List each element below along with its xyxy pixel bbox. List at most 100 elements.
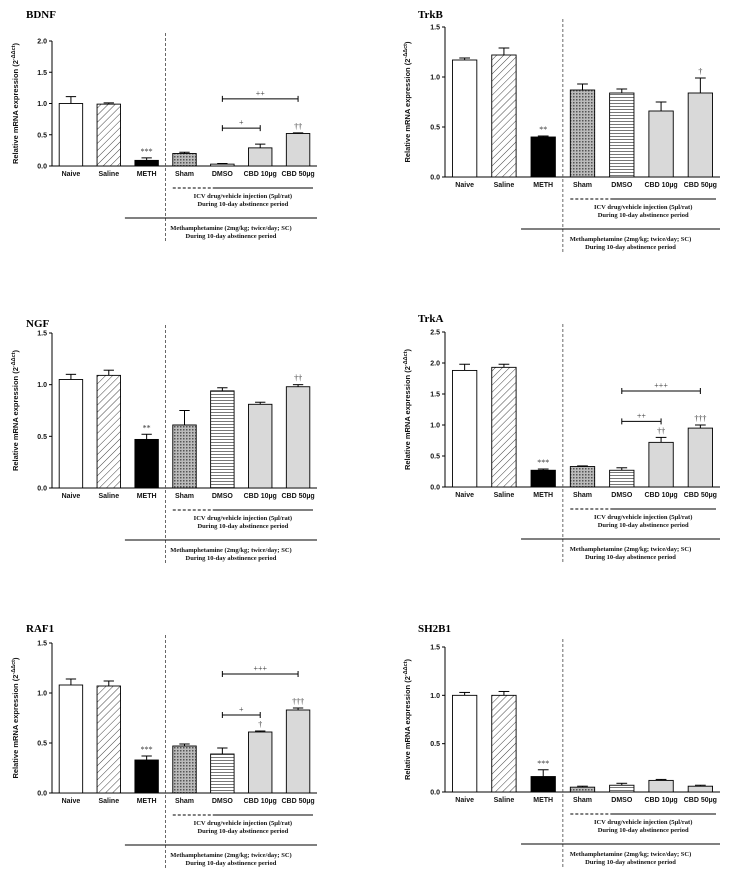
comparison-label: + [239, 705, 244, 714]
x-tick-label: Sham [573, 492, 592, 499]
x-tick-label: Saline [494, 182, 515, 189]
bar-cbd-10-g [248, 403, 273, 489]
bar-meth [530, 136, 556, 178]
chart-title: RAF1 [26, 623, 54, 635]
meth-note: During 10-day abstinence period [186, 233, 277, 240]
meth-note: Methamphetamine (2mg/kg; twice/day; SC) [570, 236, 692, 243]
icv-note: ICV drug/vehicle injection (5µl/rat) [594, 514, 692, 521]
comparison-label: +++ [654, 381, 668, 390]
significance-mark: ** [539, 125, 547, 134]
bar-dmso [210, 163, 235, 167]
y-axis-label: Relative mRNA expression (2-ΔΔct) [403, 41, 412, 163]
y-tick-label: 1.0 [430, 693, 440, 700]
significance-mark: *** [141, 147, 153, 156]
bar-dmso [210, 390, 235, 489]
y-tick-label: 2.0 [430, 361, 440, 368]
bar-naive [58, 103, 84, 167]
significance-mark: ††† [292, 697, 304, 706]
chart-panel-trka: TrkA 0.0 0.5 1.0 1.5 2.0 2.5 Relative mRNA expr… [403, 313, 720, 562]
y-tick-label: 2.5 [430, 330, 440, 337]
y-tick-label: 1.5 [430, 645, 440, 652]
x-tick-label: Saline [494, 797, 515, 804]
significance-mark: †† [294, 374, 302, 383]
y-tick-label: 0.5 [37, 741, 47, 748]
x-tick-label: CBD 50µg [684, 182, 717, 189]
meth-note: Methamphetamine (2mg/kg; twice/day; SC) [170, 852, 292, 859]
x-tick-label: CBD 50µg [281, 171, 314, 178]
x-tick-label: DMSO [611, 492, 633, 499]
bar-naive [452, 59, 478, 178]
x-tick-label: Saline [98, 493, 119, 500]
chart-panel-raf1: RAF1 0.0 0.5 1.0 1.5 Relative mRNA expression… [11, 623, 317, 868]
bar-sham [569, 466, 596, 488]
x-tick-label: CBD 10µg [244, 493, 277, 500]
bar-cbd-50-g [285, 709, 311, 794]
significance-mark: *** [537, 458, 549, 467]
bar-naive [58, 379, 84, 489]
x-tick-label: Sham [175, 798, 194, 805]
meth-note: Methamphetamine (2mg/kg; twice/day; SC) [570, 851, 692, 858]
x-tick-label: CBD 10µg [644, 797, 677, 804]
meth-note: During 10-day abstinence period [186, 555, 277, 562]
bar-cbd-10-g [648, 110, 674, 178]
bar-meth [134, 438, 159, 489]
meth-note: Methamphetamine (2mg/kg; twice/day; SC) [170, 225, 292, 232]
x-tick-label: Sham [175, 493, 194, 500]
y-tick-label: 1.5 [37, 331, 47, 338]
y-tick-label: 0.0 [37, 486, 47, 493]
bar-cbd-50-g [687, 427, 713, 488]
icv-note: During 10-day abstinence period [197, 828, 288, 835]
bar-sham [172, 424, 197, 489]
chart-panel-sh2b1: SH2B1 0.0 0.5 1.0 1.5 Relative mRNA expressio… [403, 623, 720, 867]
y-tick-label: 0.0 [430, 485, 440, 492]
bar-cbd-10-g [648, 779, 674, 793]
bar-dmso [609, 469, 635, 488]
icv-note: ICV drug/vehicle injection (5µl/rat) [594, 204, 692, 211]
x-tick-label: Saline [98, 798, 119, 805]
icv-note: ICV drug/vehicle injection (5µl/rat) [194, 515, 292, 522]
y-tick-label: 0.0 [37, 164, 47, 171]
x-tick-label: Naive [62, 798, 81, 805]
bar-cbd-10-g [248, 147, 273, 167]
y-tick-label: 1.0 [37, 691, 47, 698]
x-tick-label: CBD 10µg [644, 182, 677, 189]
x-tick-label: Sham [573, 797, 592, 804]
y-axis-label: Relative mRNA expression (2-ΔΔct) [403, 658, 412, 780]
meth-note: During 10-day abstinence period [585, 244, 676, 251]
bar-sham [172, 745, 197, 794]
y-tick-label: 0.0 [430, 790, 440, 797]
bar-saline [96, 374, 121, 489]
meth-note: During 10-day abstinence period [186, 860, 277, 867]
x-tick-label: DMSO [212, 798, 234, 805]
x-tick-label: CBD 50µg [281, 798, 314, 805]
y-tick-label: 1.5 [37, 641, 47, 648]
icv-note: During 10-day abstinence period [598, 212, 689, 219]
chart-title: TrkA [418, 313, 444, 325]
y-axis-label: Relative mRNA expression (2-ΔΔct) [11, 657, 20, 779]
meth-note: During 10-day abstinence period [585, 859, 676, 866]
bar-saline [491, 694, 517, 793]
bar-dmso [609, 784, 635, 793]
significance-mark: † [258, 720, 262, 729]
bar-naive [58, 684, 84, 794]
icv-note: During 10-day abstinence period [598, 827, 689, 834]
y-tick-label: 0.5 [37, 132, 47, 139]
y-tick-label: 1.5 [430, 25, 440, 32]
x-tick-label: DMSO [212, 171, 234, 178]
x-tick-label: DMSO [611, 797, 633, 804]
chart-title: SH2B1 [418, 623, 451, 635]
bar-naive [452, 369, 478, 488]
bar-dmso [210, 753, 235, 794]
icv-note: ICV drug/vehicle injection (5µl/rat) [194, 193, 292, 200]
chart-title: NGF [26, 318, 50, 330]
bar-meth [134, 759, 159, 794]
y-tick-label: 1.0 [37, 101, 47, 108]
bar-meth [530, 776, 556, 793]
x-tick-label: DMSO [611, 182, 633, 189]
significance-mark: †† [294, 122, 302, 131]
y-axis-label: Relative mRNA expression (2-ΔΔct) [11, 42, 20, 164]
bar-meth [134, 159, 159, 167]
x-tick-label: CBD 10µg [244, 798, 277, 805]
x-tick-label: METH [137, 493, 157, 500]
